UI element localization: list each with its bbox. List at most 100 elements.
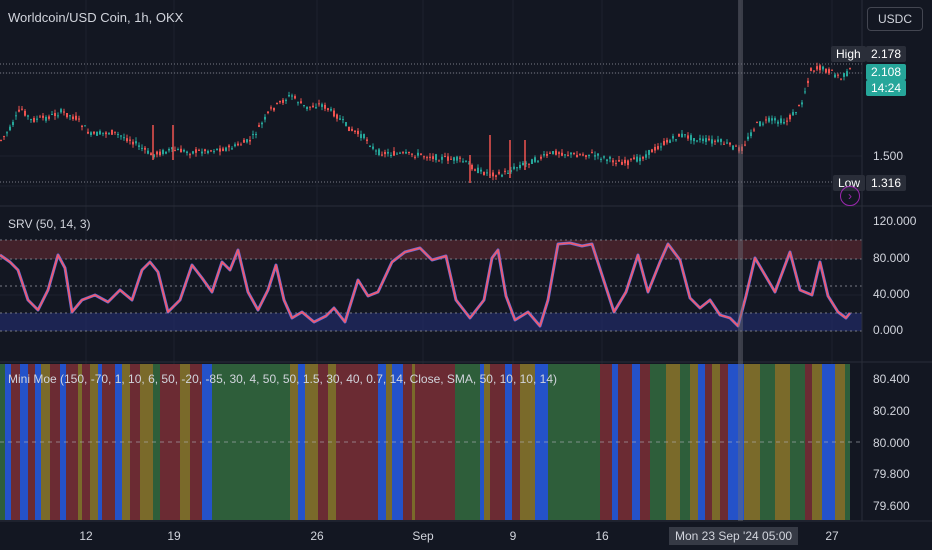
candle-body [771, 118, 773, 121]
mini-moe-bars [0, 364, 862, 520]
moe-bar [760, 364, 775, 520]
candle-body [270, 107, 272, 109]
candle-body [831, 69, 833, 71]
candle-body [504, 170, 506, 172]
candle-body [3, 136, 5, 138]
moe-bar [90, 364, 98, 520]
moe-bar [790, 364, 805, 520]
candle-body [63, 111, 65, 113]
candle-body [498, 171, 500, 174]
candle-body [336, 114, 338, 119]
candle-body [222, 148, 224, 151]
goto-realtime-icon[interactable]: › [840, 186, 860, 206]
candle-body [183, 149, 185, 152]
candle-body [231, 148, 233, 150]
candle-body [339, 118, 341, 120]
candle-body [120, 135, 122, 137]
candle-body [813, 70, 815, 72]
moe-bar [535, 364, 548, 520]
candle-body [828, 69, 830, 74]
candle-body [462, 161, 464, 163]
candle-body [327, 108, 329, 110]
moe-tick: 79.600 [873, 499, 910, 513]
countdown-tag: 14:24 [866, 80, 907, 96]
candle-body [672, 136, 674, 139]
moe-bar [484, 364, 490, 520]
candle-body [468, 163, 470, 165]
candle-body [273, 107, 275, 111]
candle-body [846, 71, 848, 77]
candle-body [348, 126, 350, 131]
candle-body [81, 125, 83, 128]
candle-body [627, 160, 629, 166]
candle-body [588, 154, 590, 157]
candle-body [696, 140, 698, 142]
candle-body [138, 145, 140, 147]
candle-body [495, 175, 497, 177]
moe-bar [705, 364, 712, 520]
candle-body [597, 153, 599, 156]
candle-body [465, 160, 467, 162]
candle-body [417, 152, 419, 156]
candle-body [642, 156, 644, 159]
candle-body [669, 140, 671, 143]
candle-body [129, 139, 131, 141]
candle-body [408, 151, 410, 153]
candle-body [345, 122, 347, 126]
moe-bar [775, 364, 790, 520]
candle-body [621, 161, 623, 165]
moe-bar [632, 364, 640, 520]
candle-body [378, 149, 380, 155]
candle-body [507, 172, 509, 174]
moe-bar [548, 364, 600, 520]
candle-body [213, 151, 215, 153]
candle-body [618, 159, 620, 162]
candle-body [663, 141, 665, 145]
candle-body [324, 104, 326, 109]
candle-body [447, 156, 449, 161]
crosshair-line [738, 0, 743, 521]
candle-body [423, 156, 425, 158]
candle-body [126, 138, 128, 142]
moe-bar [115, 364, 122, 520]
candle-body [225, 147, 227, 151]
candle-body [525, 162, 527, 164]
candle-body [732, 145, 734, 150]
srv-line-main [0, 242, 851, 327]
pane-separators [0, 0, 932, 522]
candle-body [204, 149, 206, 152]
candle-body [591, 152, 593, 154]
moe-bar [98, 364, 102, 520]
candle-body [639, 157, 641, 162]
moe-bar [392, 364, 403, 520]
candle-body [21, 108, 23, 110]
moe-bar [386, 364, 392, 520]
candle-body [807, 80, 809, 84]
candle-body [810, 68, 812, 71]
candle-body [432, 156, 434, 160]
moe-bar [822, 364, 835, 520]
moe-bar [11, 364, 20, 520]
x-tick: 26 [310, 529, 324, 543]
candle-body [699, 138, 701, 140]
candle-body [819, 65, 821, 71]
candle-body [75, 115, 77, 120]
candle-body [252, 134, 254, 136]
candle-body [117, 134, 119, 136]
candle-body [564, 154, 566, 156]
candle-body [501, 174, 503, 177]
candle-body [69, 115, 71, 117]
candle-body [609, 156, 611, 159]
currency-button[interactable]: USDC [867, 7, 923, 31]
candle-body [534, 157, 536, 162]
last-price-tag: 2.108 [866, 64, 907, 80]
candle-body [480, 169, 482, 172]
candle-body [201, 151, 203, 154]
candle-body [615, 163, 617, 165]
moe-bar [505, 364, 512, 520]
candle-body [600, 158, 602, 160]
candle-body [171, 147, 173, 150]
candle-body [0, 139, 2, 141]
candle-body [792, 112, 794, 116]
candle-body [306, 106, 308, 110]
